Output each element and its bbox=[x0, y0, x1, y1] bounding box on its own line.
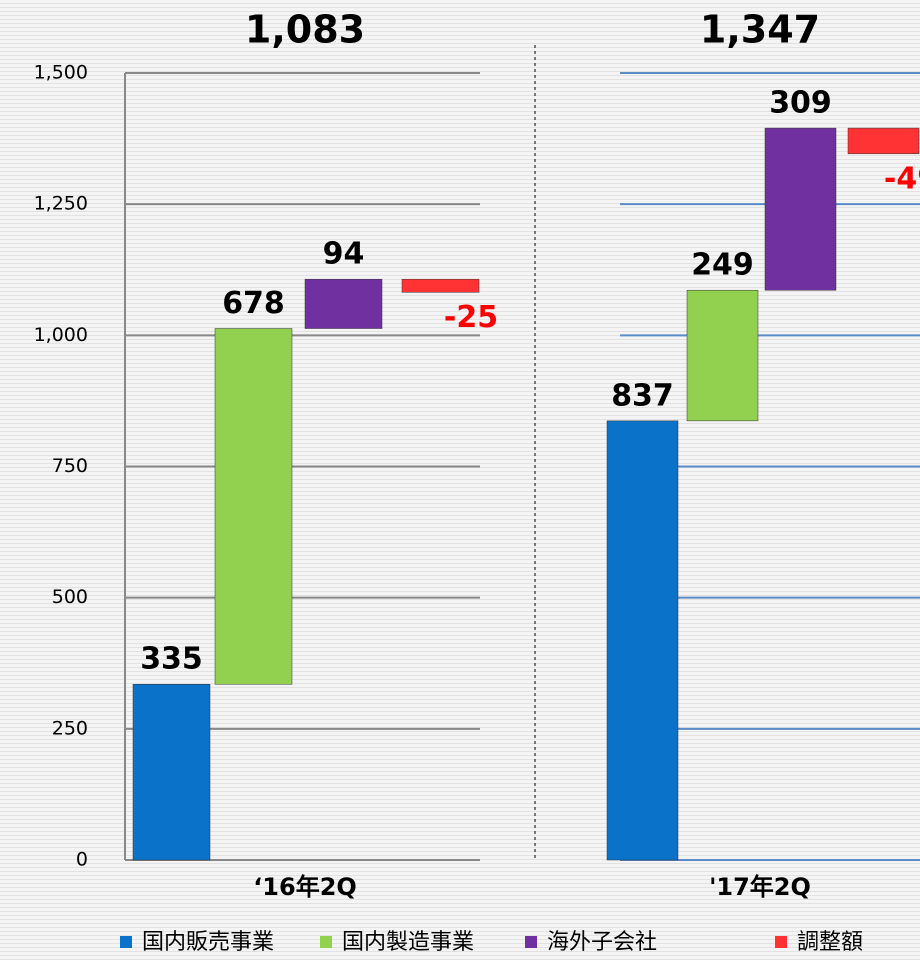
legend-swatch bbox=[775, 936, 787, 948]
legend-label: 国内製造事業 bbox=[342, 930, 474, 955]
bar bbox=[132, 683, 211, 861]
bar bbox=[847, 127, 920, 155]
y-tick-label: 0 bbox=[76, 849, 88, 871]
value-label: 678 bbox=[222, 286, 285, 321]
bar bbox=[304, 278, 383, 329]
legend-swatch bbox=[120, 936, 132, 948]
value-label: 309 bbox=[769, 86, 832, 121]
legend-swatch bbox=[320, 936, 332, 948]
value-label: -25 bbox=[444, 300, 498, 335]
y-tick-label: 1,000 bbox=[34, 324, 88, 346]
value-label: 94 bbox=[323, 237, 365, 272]
legend-label: 海外子会社 bbox=[547, 930, 657, 955]
bar bbox=[401, 278, 480, 293]
legend-swatch bbox=[525, 936, 537, 948]
bar bbox=[606, 420, 679, 861]
legend-label: 調整額 bbox=[797, 930, 863, 955]
y-tick-label: 750 bbox=[52, 455, 88, 477]
value-label: -49 bbox=[884, 161, 920, 196]
value-label: 249 bbox=[691, 248, 754, 283]
y-tick-label: 500 bbox=[52, 586, 88, 608]
y-tick-label: 1,500 bbox=[34, 62, 88, 84]
total-label: 1,083 bbox=[245, 8, 365, 52]
bar bbox=[686, 289, 759, 422]
bar bbox=[214, 328, 293, 685]
x-tick-label: '17年2Q bbox=[709, 873, 811, 901]
value-label: 837 bbox=[611, 378, 674, 413]
total-label: 1,347 bbox=[700, 8, 820, 52]
y-tick-label: 1,250 bbox=[34, 193, 88, 215]
y-tick-label: 250 bbox=[52, 717, 88, 739]
legend-label: 国内販売事業 bbox=[142, 930, 274, 955]
value-label: 335 bbox=[140, 642, 203, 677]
x-tick-label: ‘16年2Q bbox=[253, 873, 357, 901]
bar bbox=[764, 127, 837, 291]
